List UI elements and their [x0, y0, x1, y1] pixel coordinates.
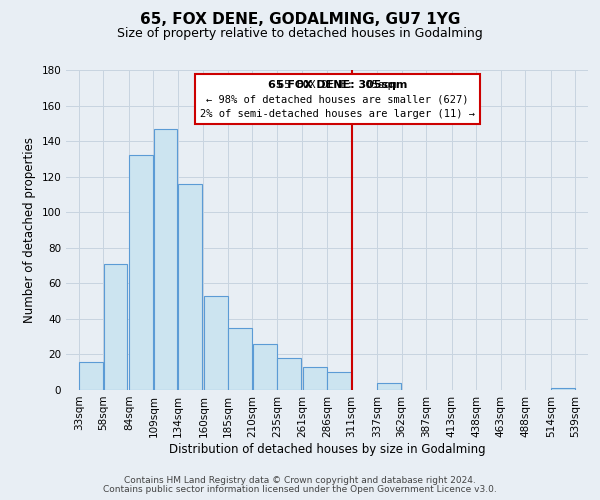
Bar: [79, 362, 103, 390]
Bar: [303, 367, 326, 390]
Bar: [377, 383, 401, 390]
Y-axis label: Number of detached properties: Number of detached properties: [23, 137, 36, 323]
Bar: [104, 264, 127, 390]
Bar: [228, 328, 252, 390]
X-axis label: Distribution of detached houses by size in Godalming: Distribution of detached houses by size …: [169, 442, 485, 456]
Text: 65, FOX DENE, GODALMING, GU7 1YG: 65, FOX DENE, GODALMING, GU7 1YG: [140, 12, 460, 28]
Text: Contains public sector information licensed under the Open Government Licence v3: Contains public sector information licen…: [103, 485, 497, 494]
Bar: [154, 128, 178, 390]
Bar: [551, 388, 575, 390]
Bar: [328, 372, 351, 390]
Bar: [253, 344, 277, 390]
Bar: [129, 156, 153, 390]
Text: 65 FOX DENE: 305sqm
← 98% of detached houses are smaller (627)
2% of semi-detach: 65 FOX DENE: 305sqm ← 98% of detached ho…: [200, 80, 475, 119]
Text: Contains HM Land Registry data © Crown copyright and database right 2024.: Contains HM Land Registry data © Crown c…: [124, 476, 476, 485]
Bar: [277, 358, 301, 390]
Bar: [204, 296, 227, 390]
Text: Size of property relative to detached houses in Godalming: Size of property relative to detached ho…: [117, 28, 483, 40]
Bar: [178, 184, 202, 390]
Text: 65 FOX DENE: 305sqm: 65 FOX DENE: 305sqm: [268, 80, 407, 90]
